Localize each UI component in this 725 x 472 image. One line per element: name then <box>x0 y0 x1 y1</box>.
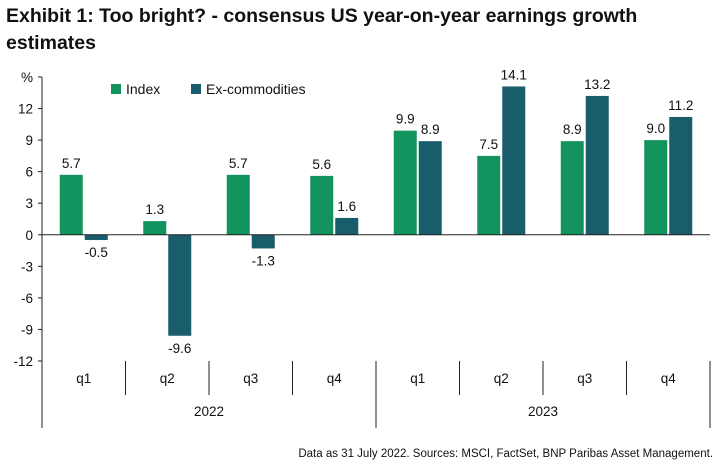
data-label: 9.0 <box>646 121 665 136</box>
y-tick-label: -12 <box>13 354 33 369</box>
y-tick-label: 12 <box>18 102 33 117</box>
data-label: 5.7 <box>229 156 248 171</box>
x-tick-label: q2 <box>494 371 509 386</box>
legend-swatch-ex-commodities <box>191 84 201 94</box>
data-label: -9.6 <box>168 341 191 356</box>
data-label: 1.3 <box>145 202 164 217</box>
y-tick-label: -3 <box>21 259 33 274</box>
data-label: 5.6 <box>312 157 331 172</box>
x-tick-label: q1 <box>76 371 91 386</box>
data-label: 7.5 <box>479 137 498 152</box>
chart-title: Exhibit 1: Too bright? - consensus US ye… <box>6 5 638 54</box>
legend-label: Index <box>126 81 160 97</box>
y-tick-label: 0 <box>25 228 33 243</box>
bar-index <box>644 140 668 235</box>
legend-swatch-index <box>111 84 121 94</box>
x-tick-label: q4 <box>327 371 343 386</box>
data-label: 5.7 <box>62 156 81 171</box>
bar-index <box>143 221 167 235</box>
y-tick-label: 3 <box>25 196 33 211</box>
y-tick-label: 6 <box>25 165 33 180</box>
bar-index <box>560 141 584 235</box>
x-group-label: 2023 <box>528 404 558 419</box>
data-label: 1.6 <box>337 199 356 214</box>
bar-index <box>393 130 417 235</box>
data-label: 8.9 <box>563 122 582 137</box>
bar-index <box>226 174 250 235</box>
y-tick-label: % <box>21 70 33 85</box>
data-label: 14.1 <box>501 67 527 82</box>
bar-index <box>59 174 83 235</box>
y-tick-label: 9 <box>25 133 33 148</box>
bar-ex-commodities <box>502 86 526 235</box>
y-tick-label: -6 <box>21 291 33 306</box>
data-label: -1.3 <box>252 253 275 268</box>
y-tick-label: -9 <box>21 322 33 337</box>
bar-ex-commodities <box>585 95 609 235</box>
x-tick-label: q3 <box>243 371 258 386</box>
bar-index <box>477 155 501 235</box>
data-label: 9.9 <box>396 112 415 127</box>
data-label: 8.9 <box>421 122 440 137</box>
x-tick-label: q2 <box>160 371 175 386</box>
bar-ex-commodities <box>669 116 693 235</box>
x-tick-label: q1 <box>410 371 425 386</box>
bar-index <box>310 175 334 235</box>
x-group-label: 2022 <box>194 404 224 419</box>
bar-ex-commodities <box>168 234 192 336</box>
data-label: -0.5 <box>85 245 108 260</box>
x-tick-label: q4 <box>661 371 677 386</box>
x-tick-label: q3 <box>577 371 592 386</box>
data-label: 13.2 <box>584 77 610 92</box>
data-label: 11.2 <box>668 98 693 113</box>
bar-ex-commodities <box>84 234 108 241</box>
source-note: Data as 31 July 2022. Sources: MSCI, Fac… <box>298 448 713 460</box>
legend-label: Ex-commodities <box>206 81 306 97</box>
bar-ex-commodities <box>335 217 359 235</box>
bar-ex-commodities <box>251 234 275 249</box>
bar-ex-commodities <box>418 141 442 235</box>
